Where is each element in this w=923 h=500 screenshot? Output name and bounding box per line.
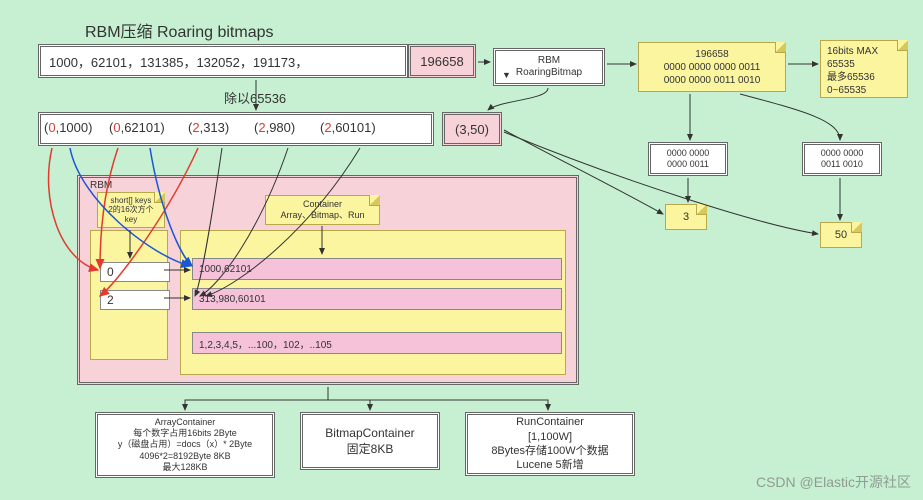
run-container-box: RunContainer [1,100W] 8Bytes存储100W个数据 Lu… xyxy=(465,412,635,476)
pair-2: (0,62101) xyxy=(109,120,165,135)
data-row-1: 313,980,60101 xyxy=(192,288,562,310)
divide-label: 除以65536 xyxy=(224,88,286,107)
result-3: 3 xyxy=(665,204,707,230)
container-note: Container Array、Bitmap、Run xyxy=(265,195,380,225)
big-binary-note: 196658 0000 0000 0000 0011 0000 0000 001… xyxy=(638,42,786,92)
input-numbers-box: 1000，62101，131385，132052，191173， xyxy=(38,44,408,78)
pair-1: (0,1000) xyxy=(44,120,92,135)
bin-3-box: 0000 0000 0000 0011 xyxy=(648,142,728,176)
pair-6: (3,50) xyxy=(442,112,502,146)
data-row-2: 1,2,3,4,5，...100，102，..105 xyxy=(192,332,562,354)
key-2: 2 xyxy=(100,290,170,310)
pair-4: (2,980) xyxy=(254,120,295,135)
rbm-small-box: RBM RoaringBitmap ▼ xyxy=(493,48,605,86)
key-0: 0 xyxy=(100,262,170,282)
page-title: RBM压缩 Roaring bitmaps xyxy=(85,18,274,42)
rbm-label: RBM xyxy=(90,180,112,191)
array-container-box: ArrayContainer 每个数字占用16bits 2Byte y（磁盘占用… xyxy=(95,412,275,478)
input-numbers: 1000，62101，131385，132052，191173， xyxy=(49,52,308,71)
chevron-down-icon: ▼ xyxy=(502,70,511,81)
max-note: 16bits MAX 65535 最多65536 0~65535 xyxy=(820,40,908,98)
pair-3: (2,313) xyxy=(188,120,229,135)
keys-note: short[] keys 2的16次方个 key xyxy=(97,192,165,228)
pair-5: (2,60101) xyxy=(320,120,376,135)
data-row-0: 1000,62101 xyxy=(192,258,562,280)
bin-50-box: 0000 0000 0011 0010 xyxy=(802,142,882,176)
result-50: 50 xyxy=(820,222,862,248)
input-highlight: 196658 xyxy=(408,44,476,78)
watermark: CSDN @Elastic开源社区 xyxy=(756,472,911,492)
bitmap-container-box: BitmapContainer 固定8KB xyxy=(300,412,440,470)
